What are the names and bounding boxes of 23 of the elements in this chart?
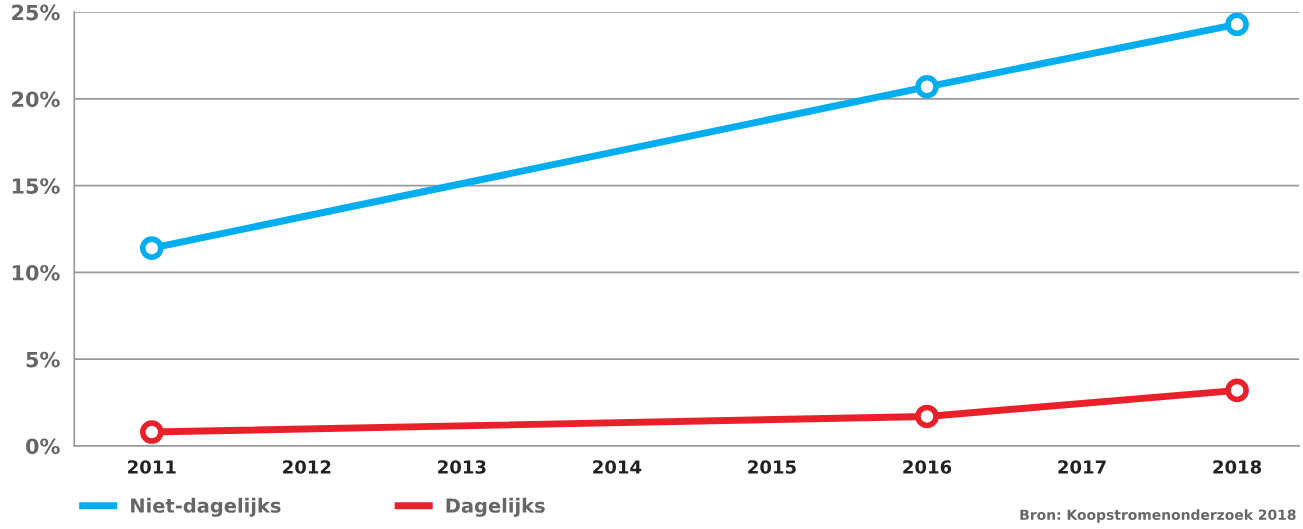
y-tick-label: 10% [12,264,60,281]
point [1225,12,1249,37]
text: Bron: Koopstromenonderzoek 2018 [1020,509,1296,523]
point [915,404,939,429]
x-tick-label: 2012 [283,460,331,474]
legend-label: Dagelijks [446,497,545,517]
x-tick-label: 2011 [128,460,176,474]
point [139,236,164,260]
x-tick-label: 2013 [438,460,486,474]
y-tick-label: 0% [26,438,60,455]
x-tick-label: 2015 [748,460,796,474]
legend-label: Niet-dagelijks [131,497,281,517]
y-tick-label: 25% [12,4,60,21]
x-tick-label: 2014 [593,460,642,474]
x-tick-label: 2016 [903,460,952,474]
point [915,74,939,99]
point [1225,378,1249,403]
y-tick-label: 5% [26,351,60,368]
point [139,420,164,444]
x-tick-label: 2018 [1213,460,1262,474]
y-tick-label: 15% [12,178,60,194]
x-tick-label: 2017 [1058,460,1106,474]
y-tick-label: 20% [12,91,60,108]
